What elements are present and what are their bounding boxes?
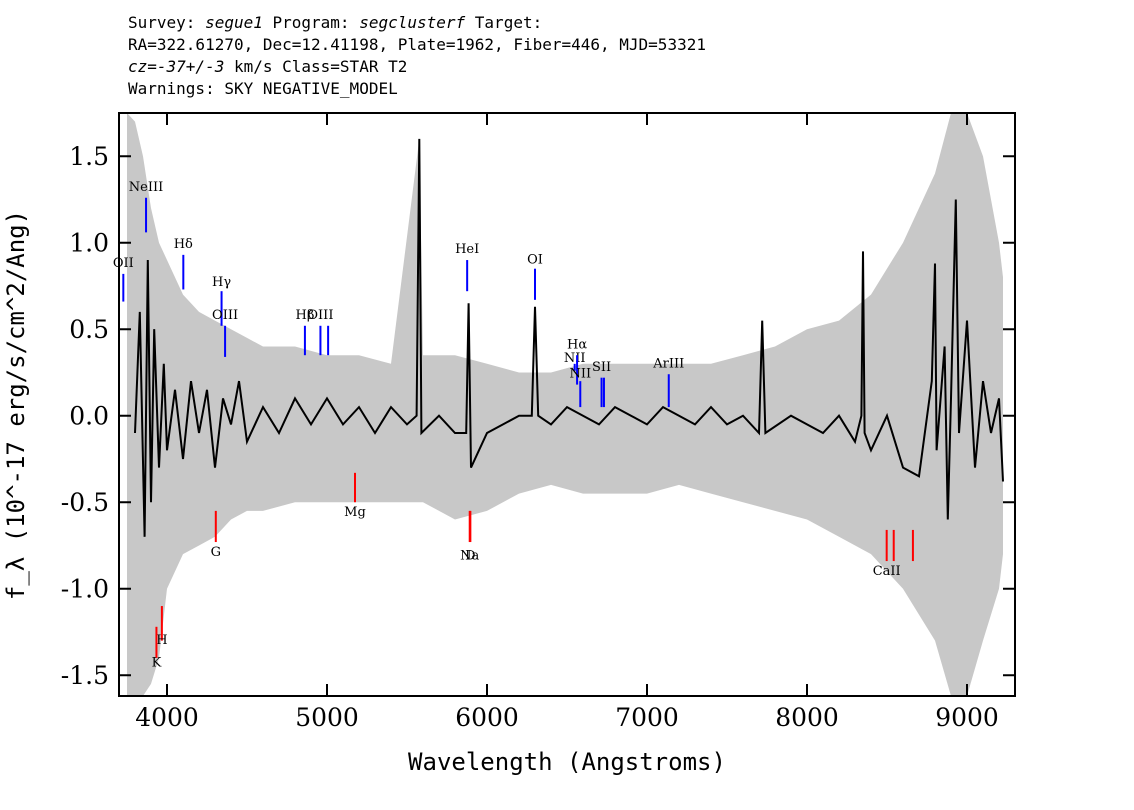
line-marker-label: OI (527, 253, 543, 268)
tick-layer: 4000 5000 6000 7000 8000 9000 -1.5 -1.0 -0.5 0.0 0… (61, 113, 1015, 732)
line-marker-label: OIII (307, 308, 333, 323)
line-marker-label: Na (460, 548, 479, 563)
line-marker-label: NeIII (129, 180, 163, 195)
y-tick-label: -1.0 (61, 575, 109, 604)
y-tick-label: 0.0 (69, 402, 109, 431)
line-marker-label: CaII (873, 564, 901, 579)
x-tick-label: 8000 (775, 703, 839, 732)
x-axis-title: Wavelength (Angstroms) (408, 748, 726, 776)
header-line-1: Survey: segue1 Program: segclusterf Targ… (128, 12, 1028, 34)
line-marker-label: NII (564, 351, 586, 366)
target-label: Target: (465, 13, 543, 32)
line-marker-label: D (465, 548, 475, 563)
chart-header: Survey: segue1 Program: segclusterf Targ… (128, 12, 1028, 100)
y-tick-label: 0.5 (69, 315, 109, 344)
cz-value: cz=-37+/-3 (128, 57, 225, 76)
y-tick-label: 1.5 (69, 142, 109, 171)
error-envelope (127, 113, 1003, 696)
line-marker-label: Hγ (212, 275, 231, 290)
line-marker-label: OIII (212, 308, 238, 323)
header-line-4: Warnings: SKY NEGATIVE_MODEL (128, 79, 398, 98)
line-marker-label: Hα (567, 337, 587, 352)
line-marker-label: G (211, 545, 221, 560)
y-tick-label: -1.5 (61, 661, 109, 690)
survey-label: Survey: (128, 13, 206, 32)
header-line-2: RA=322.61270, Dec=12.41198, Plate=1962, … (128, 35, 706, 54)
line-marker-label: Hδ (174, 237, 193, 252)
program-label: Program: (262, 13, 360, 32)
line-marker-label: H (156, 633, 167, 648)
x-tick-label: 7000 (615, 703, 679, 732)
flux-line (134, 138, 1004, 537)
line-marker-label: SII (592, 360, 611, 375)
survey-value: segue1 (205, 13, 263, 32)
line-marker-label: Mg (344, 505, 366, 520)
y-tick-label: 1.0 (69, 229, 109, 258)
plot-frame (118, 112, 1016, 697)
line-marker-label: OII (113, 256, 134, 271)
line-marker-label: NII (569, 367, 591, 382)
line-marker-label: K (152, 656, 162, 671)
header-line-3: cz=-37+/-3 km/s Class=STAR T2 (128, 56, 1028, 78)
class-text: km/s Class=STAR T2 (224, 57, 408, 76)
x-tick-label: 5000 (295, 703, 359, 732)
x-tick-label: 4000 (135, 703, 199, 732)
y-axis-title: f_λ (10^-17 erg/s/cm^2/Ang) (2, 210, 30, 600)
series-layer (127, 113, 1004, 696)
x-tick-label: 6000 (455, 703, 519, 732)
x-tick-label: 9000 (935, 703, 999, 732)
program-value: segclusterf (359, 13, 466, 32)
line-marker-label: ArIII (652, 356, 684, 371)
line-marker-label: HeI (455, 242, 479, 257)
y-tick-label: -0.5 (61, 488, 109, 517)
line-marker-label: Hβ (295, 308, 314, 323)
